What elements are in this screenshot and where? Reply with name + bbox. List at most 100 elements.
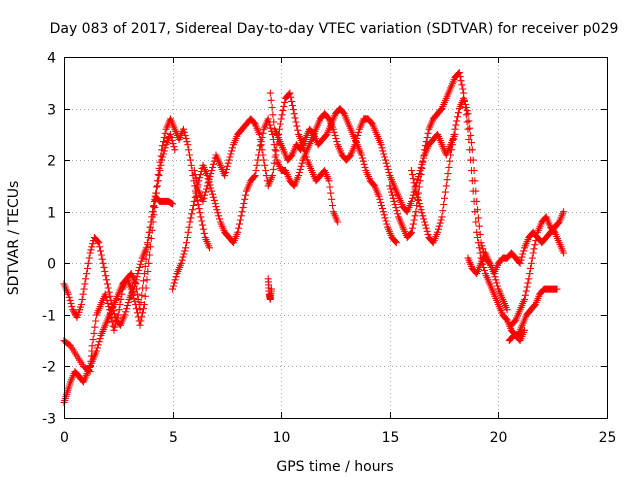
series-sat-k [507,213,568,329]
data-point [195,205,203,213]
data-point [259,129,267,137]
data-point [199,197,207,205]
series-sat-l [505,285,561,345]
data-point [170,279,178,287]
data-point [384,165,392,173]
data-point [161,144,169,152]
data-point [96,243,104,251]
data-point [516,259,524,267]
data-point [168,137,176,144]
data-point [212,203,220,211]
data-point [382,156,389,164]
data-point [459,85,467,93]
data-point [326,183,334,191]
data-point [199,221,207,229]
data-point [204,179,212,187]
data-point [153,183,160,191]
data-point [269,165,277,173]
data-point [410,179,418,187]
data-point [519,250,527,258]
data-point [377,198,385,206]
data-point [553,285,561,293]
data-point [193,179,201,187]
data-point [409,175,417,183]
series-sat-b [60,115,213,376]
data-point [183,234,191,241]
data-point [142,284,150,292]
data-point [170,143,178,151]
x-tick-label: 0 [60,430,69,446]
data-point [223,165,230,173]
data-point [188,210,196,218]
data-point [471,177,479,185]
data-point [472,187,480,195]
data-point [441,188,449,196]
data-point [492,276,500,284]
data-point [256,142,264,150]
data-point [88,243,96,251]
data-point [97,247,104,255]
data-point [72,312,80,320]
data-point [287,93,295,101]
data-point [331,131,339,139]
data-point [234,228,242,236]
data-point [256,136,264,143]
data-point [190,167,198,174]
data-point [409,191,417,199]
data-point [408,167,415,174]
data-point [531,302,538,310]
data-point [525,275,533,283]
data-point [298,159,306,167]
data-point [177,259,185,267]
data-point [408,197,415,205]
data-point [477,239,485,247]
data-point [328,195,336,203]
chart-title: Day 083 of 2017, Sidereal Day-to-day VTE… [50,21,619,37]
data-point [380,211,388,219]
data-point [354,131,362,139]
data-point [530,245,538,253]
data-point [103,296,111,304]
data-point [149,208,157,216]
y-tick-label: 0 [47,257,56,273]
data-point [518,253,526,261]
data-point [236,220,243,228]
data-point [152,196,160,204]
data-point [412,187,420,195]
data-point [560,249,568,257]
data-point [259,151,267,159]
data-point [103,280,111,288]
data-point [213,206,221,214]
data-point [267,285,275,293]
data-point [358,151,366,159]
data-point [450,130,458,138]
data-point [528,254,536,262]
data-point [97,251,105,259]
data-point [64,290,72,298]
data-point [407,229,415,237]
data-point [145,259,153,267]
data-point [199,225,207,233]
data-point [378,144,386,152]
data-point [437,106,445,114]
ticks-layer: 0 5 10 15 20 25 -3 -2 -1 0 1 2 3 4 [42,51,616,447]
data-point [527,264,534,272]
data-point [181,247,189,255]
data-point [187,161,195,169]
data-point [325,177,333,185]
data-point [266,89,274,97]
data-point [83,270,91,278]
data-point [190,202,197,209]
data-point [420,152,428,160]
data-point [423,227,431,235]
data-point [223,162,231,170]
data-point [242,191,250,199]
data-point [276,120,284,128]
data-point [408,194,416,202]
data-point [186,156,194,164]
data-point [143,276,151,284]
data-point [481,267,488,274]
data-point [172,273,180,281]
data-point [295,169,303,176]
data-point [134,270,142,278]
